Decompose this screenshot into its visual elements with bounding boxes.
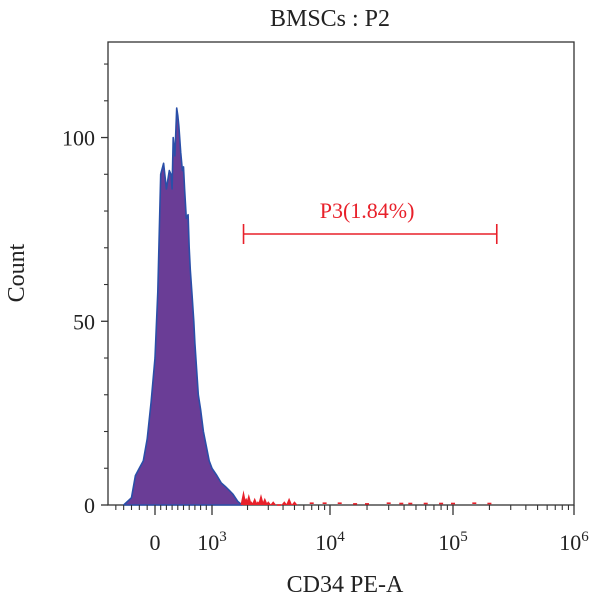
chart-title: BMSCs : P2 (270, 6, 390, 32)
x-tick-label: 106 (559, 529, 589, 555)
y-axis: 0 50 100 (62, 63, 108, 518)
x-axis: 0 103 104 105 106 (115, 505, 589, 555)
y-tick-label: 100 (62, 126, 95, 151)
x-tick-exponent: 4 (337, 529, 345, 545)
y-tick-label: 50 (73, 309, 95, 334)
gated-event-spike (281, 501, 288, 505)
x-tick-exponent: 3 (219, 529, 227, 545)
y-tick-label: 0 (84, 493, 95, 518)
gated-events-layer (240, 490, 492, 506)
x-tick-exponent: 5 (460, 529, 468, 545)
y-axis-label: Count (4, 243, 30, 302)
gated-event-spike (291, 501, 298, 505)
gated-event-spike (261, 497, 268, 505)
gated-event-spike (258, 494, 264, 505)
histogram-layer (122, 107, 243, 506)
gated-event-spike (251, 497, 258, 505)
histogram-area (122, 107, 243, 506)
x-tick-label: 103 (197, 529, 227, 555)
x-axis-label: CD34 PE-A (287, 572, 404, 598)
x-tick-label: 104 (315, 529, 345, 555)
x-tick-exponent: 6 (581, 529, 589, 545)
x-tick-label: 0 (150, 530, 161, 555)
gated-event-spike (286, 497, 293, 505)
gated-event-spike (265, 501, 272, 505)
x-tick-label: 105 (438, 529, 468, 555)
gated-event-spike (245, 494, 252, 505)
gate-label: P3(1.84%) (320, 198, 415, 223)
gated-event-spike (270, 501, 277, 505)
plot-frame (107, 41, 575, 506)
gate-marker: P3(1.84%) (242, 198, 498, 244)
